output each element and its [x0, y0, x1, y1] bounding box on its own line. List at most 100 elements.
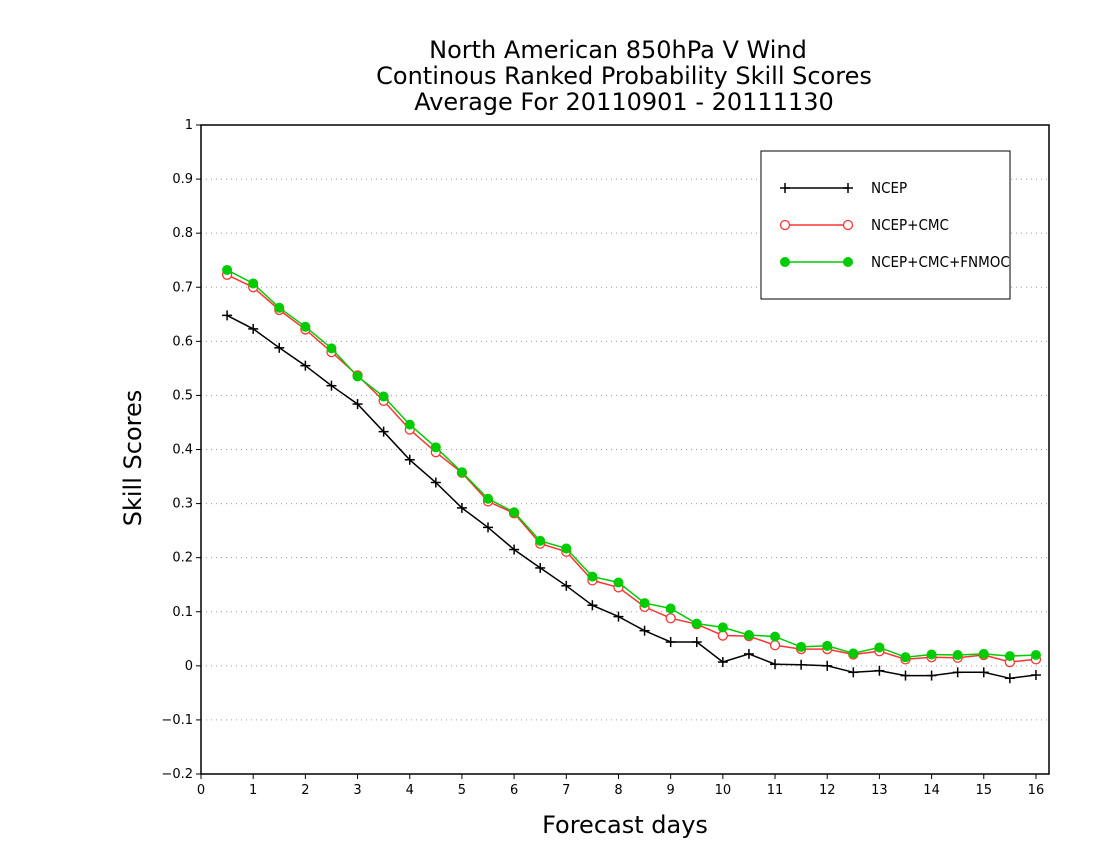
- x-tick-label: 6: [510, 783, 518, 798]
- y-tick-label: 0.4: [172, 443, 193, 458]
- data-point-ncep: [874, 665, 885, 676]
- data-point-ncep-cmc-fnmoc: [691, 618, 702, 629]
- x-tick-label: 16: [1028, 783, 1045, 798]
- data-point-ncep-cmc-fnmoc: [561, 543, 572, 554]
- legend-marker: [779, 219, 791, 231]
- data-point-ncep-cmc-fnmoc: [300, 321, 311, 332]
- data-point-ncep: [848, 667, 859, 678]
- x-tick-label: 4: [406, 783, 414, 798]
- data-point-ncep-cmc-fnmoc: [535, 535, 546, 546]
- axes: −0.2−0.100.10.20.30.40.50.60.70.80.910 1 2…: [161, 118, 1044, 798]
- series-line-ncep-cmc-fnmoc: [226, 269, 1037, 658]
- y-tick-label: 0: [185, 659, 193, 674]
- y-tick-label: 0.6: [172, 334, 193, 349]
- data-point-ncep: [1004, 673, 1015, 684]
- legend-marker: [780, 183, 790, 193]
- x-tick-label: 12: [819, 783, 836, 798]
- x-tick-label: 5: [458, 783, 466, 798]
- data-point-ncep: [248, 323, 259, 334]
- data-point-ncep: [404, 454, 415, 465]
- chart-title-line-2: Continous Ranked Probability Skill Score…: [376, 62, 872, 90]
- y-tick-label: 0.3: [172, 497, 193, 512]
- data-point-ncep-cmc-fnmoc: [613, 577, 624, 588]
- legend-marker: [843, 183, 853, 193]
- data-point-ncep: [717, 657, 728, 668]
- data-point-ncep: [326, 380, 337, 391]
- x-tick-label: 2: [301, 783, 309, 798]
- data-point-ncep-cmc-fnmoc: [665, 603, 676, 614]
- data-point-ncep-cmc-fnmoc: [456, 467, 467, 478]
- data-point-ncep: [639, 625, 650, 636]
- data-point-ncep: [613, 611, 624, 622]
- data-point-ncep: [561, 580, 572, 591]
- data-point-ncep: [352, 399, 363, 410]
- data-point-ncep-cmc-fnmoc: [874, 642, 885, 653]
- x-tick-label: 3: [353, 783, 361, 798]
- data-point-ncep-cmc-fnmoc: [378, 391, 389, 402]
- data-point-ncep: [770, 659, 781, 670]
- legend: NCEP NCEP+CMC NCEP+CMC+FNMOC: [760, 150, 1011, 300]
- data-point-ncep: [1030, 670, 1041, 681]
- data-point-ncep-cmc-fnmoc: [352, 371, 363, 382]
- legend-marker: [780, 257, 790, 267]
- data-point-ncep: [691, 637, 702, 648]
- y-tick-label: −0.2: [161, 767, 193, 782]
- data-point-ncep-cmc-fnmoc: [587, 571, 598, 582]
- data-point-ncep: [456, 502, 467, 513]
- data-point-ncep-cmc-fnmoc: [822, 640, 833, 651]
- y-tick-label: 0.8: [172, 226, 193, 241]
- x-tick-label: 8: [614, 783, 622, 798]
- x-tick-label: 13: [871, 783, 888, 798]
- y-tick-label: 0.1: [172, 605, 193, 620]
- y-tick-label: −0.1: [161, 713, 193, 728]
- data-point-ncep-cmc-fnmoc: [848, 648, 859, 659]
- data-point-ncep: [743, 648, 754, 659]
- series-ncep-cmc: [221, 269, 1042, 668]
- y-axis-label: Skill Scores: [119, 390, 147, 527]
- data-point-ncep: [665, 637, 676, 648]
- data-point-ncep-cmc-fnmoc: [404, 419, 415, 430]
- data-point-ncep: [952, 667, 963, 678]
- data-point-ncep-cmc-fnmoc: [743, 630, 754, 641]
- chart-title-line-1: North American 850hPa V Wind: [429, 36, 807, 64]
- data-point-ncep: [378, 426, 389, 437]
- y-tick-label: 0.9: [172, 172, 193, 187]
- legend-marker: [843, 257, 853, 267]
- series-ncep-cmc-fnmoc: [222, 264, 1041, 663]
- x-tick-label: 1: [249, 783, 257, 798]
- data-point-ncep-cmc-fnmoc: [483, 493, 494, 504]
- data-point-ncep-cmc: [665, 613, 676, 624]
- x-tick-label: 0: [197, 783, 205, 798]
- legend-item-ncep-cmc: NCEP+CMC: [779, 216, 949, 234]
- y-tick-label: 0.7: [172, 280, 193, 295]
- plot-frame: [200, 124, 1050, 775]
- y-tick-label: 0.2: [172, 551, 193, 566]
- x-tick-label: 14: [923, 783, 940, 798]
- data-point-ncep: [926, 670, 937, 681]
- data-point-ncep: [822, 660, 833, 671]
- data-point-ncep-cmc-fnmoc: [1004, 651, 1015, 662]
- data-point-ncep-cmc-fnmoc: [509, 507, 520, 518]
- data-point-ncep: [900, 670, 911, 681]
- data-point-ncep-cmc-fnmoc: [900, 652, 911, 663]
- data-point-ncep-cmc-fnmoc: [796, 641, 807, 652]
- data-point-ncep: [796, 659, 807, 670]
- data-point-ncep-cmc-fnmoc: [222, 264, 233, 275]
- data-point-ncep: [483, 522, 494, 533]
- legend-label: NCEP+CMC: [871, 216, 949, 234]
- y-tick-label: 0.5: [172, 388, 193, 403]
- x-tick-label: 15: [975, 783, 992, 798]
- data-point-ncep-cmc-fnmoc: [274, 302, 285, 313]
- series-line-ncep: [226, 314, 1037, 680]
- data-point-ncep-cmc-fnmoc: [926, 649, 937, 660]
- series-ncep: [222, 310, 1041, 684]
- data-point-ncep: [978, 667, 989, 678]
- data-point-ncep-cmc-fnmoc: [248, 278, 259, 289]
- x-tick-label: 9: [667, 783, 675, 798]
- x-tick-label: 10: [715, 783, 732, 798]
- plot-series: [221, 264, 1042, 684]
- x-tick-label: 11: [767, 783, 784, 798]
- data-point-ncep: [535, 562, 546, 573]
- legend-label: NCEP+CMC+FNMOC: [871, 253, 1010, 271]
